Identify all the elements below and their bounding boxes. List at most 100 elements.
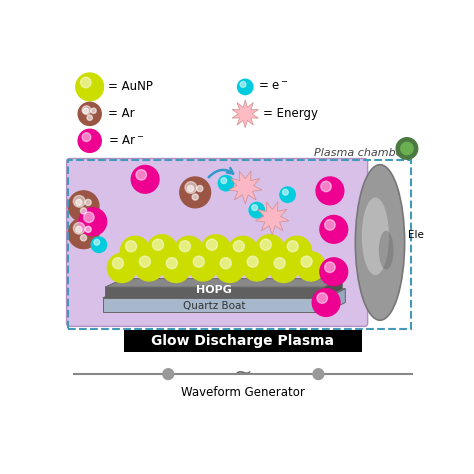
Text: = Energy: = Energy — [263, 107, 318, 120]
Circle shape — [188, 185, 194, 191]
Circle shape — [91, 108, 96, 113]
Polygon shape — [105, 279, 342, 287]
Circle shape — [283, 189, 288, 195]
Circle shape — [73, 222, 85, 234]
Circle shape — [82, 106, 91, 115]
Polygon shape — [228, 171, 262, 204]
Ellipse shape — [379, 231, 393, 270]
Circle shape — [280, 187, 295, 202]
Circle shape — [237, 79, 253, 95]
Circle shape — [220, 258, 231, 269]
Circle shape — [163, 369, 173, 380]
Circle shape — [83, 108, 89, 113]
Circle shape — [82, 133, 91, 142]
Circle shape — [313, 369, 324, 380]
Ellipse shape — [362, 197, 389, 275]
Text: = AuNP: = AuNP — [108, 81, 153, 93]
Circle shape — [274, 258, 285, 269]
Circle shape — [206, 239, 218, 250]
Polygon shape — [105, 287, 324, 298]
Text: Glow Discharge Plasma: Glow Discharge Plasma — [151, 334, 335, 348]
Circle shape — [301, 256, 312, 267]
Circle shape — [81, 208, 87, 214]
Circle shape — [287, 241, 298, 252]
Circle shape — [83, 212, 94, 222]
Circle shape — [76, 200, 82, 206]
Circle shape — [233, 241, 245, 252]
Polygon shape — [324, 279, 342, 298]
Circle shape — [240, 82, 246, 87]
Circle shape — [73, 195, 85, 207]
Circle shape — [79, 208, 107, 236]
Circle shape — [242, 252, 272, 281]
Text: Plasma chamber: Plasma chamber — [314, 148, 407, 158]
Polygon shape — [255, 202, 289, 235]
Circle shape — [188, 252, 218, 281]
Circle shape — [91, 237, 107, 253]
Text: Ele: Ele — [409, 230, 424, 240]
Circle shape — [161, 253, 191, 283]
Circle shape — [201, 235, 231, 264]
Circle shape — [269, 253, 298, 283]
Circle shape — [68, 218, 99, 248]
Circle shape — [76, 226, 82, 232]
Circle shape — [282, 237, 311, 265]
Circle shape — [76, 73, 103, 101]
Circle shape — [260, 239, 271, 250]
Circle shape — [112, 258, 124, 269]
Circle shape — [153, 239, 164, 250]
Circle shape — [192, 194, 198, 200]
Circle shape — [78, 129, 101, 152]
Circle shape — [316, 177, 344, 205]
Text: = e$^-$: = e$^-$ — [257, 81, 288, 93]
Circle shape — [249, 202, 264, 218]
Circle shape — [134, 252, 164, 281]
Circle shape — [85, 226, 91, 232]
Polygon shape — [232, 100, 258, 128]
Circle shape — [174, 237, 204, 265]
Circle shape — [139, 256, 150, 267]
Circle shape — [325, 262, 335, 273]
Circle shape — [401, 142, 413, 155]
Circle shape — [87, 115, 92, 120]
Circle shape — [312, 289, 340, 316]
Circle shape — [120, 237, 150, 265]
Ellipse shape — [356, 164, 405, 320]
Circle shape — [252, 205, 257, 210]
Circle shape — [78, 102, 101, 126]
Bar — [68, 160, 411, 329]
Text: Quartz Boat: Quartz Boat — [183, 301, 246, 311]
Circle shape — [320, 216, 347, 243]
Circle shape — [85, 200, 91, 206]
Circle shape — [325, 219, 335, 230]
Circle shape — [126, 241, 137, 252]
Circle shape — [255, 235, 284, 264]
Circle shape — [221, 178, 227, 183]
Circle shape — [215, 253, 245, 283]
Circle shape — [81, 235, 87, 241]
FancyBboxPatch shape — [124, 330, 362, 352]
Text: = Ar: = Ar — [108, 107, 135, 120]
Circle shape — [296, 252, 325, 281]
Text: Waveform Generator: Waveform Generator — [181, 386, 305, 399]
Polygon shape — [103, 298, 326, 312]
Circle shape — [81, 77, 91, 88]
Circle shape — [320, 258, 347, 285]
Circle shape — [228, 237, 257, 265]
Circle shape — [193, 256, 204, 267]
Text: HOPG: HOPG — [197, 285, 232, 295]
Text: = Ar$^-$: = Ar$^-$ — [108, 134, 145, 147]
Circle shape — [197, 185, 203, 191]
Circle shape — [185, 182, 197, 193]
Circle shape — [247, 256, 258, 267]
Circle shape — [136, 170, 146, 180]
Circle shape — [131, 165, 159, 193]
Circle shape — [180, 177, 210, 208]
Circle shape — [94, 239, 100, 245]
Circle shape — [179, 241, 191, 252]
Circle shape — [68, 191, 99, 222]
Circle shape — [166, 258, 177, 269]
Text: ~: ~ — [234, 363, 252, 383]
Circle shape — [108, 253, 137, 283]
Circle shape — [317, 293, 328, 303]
